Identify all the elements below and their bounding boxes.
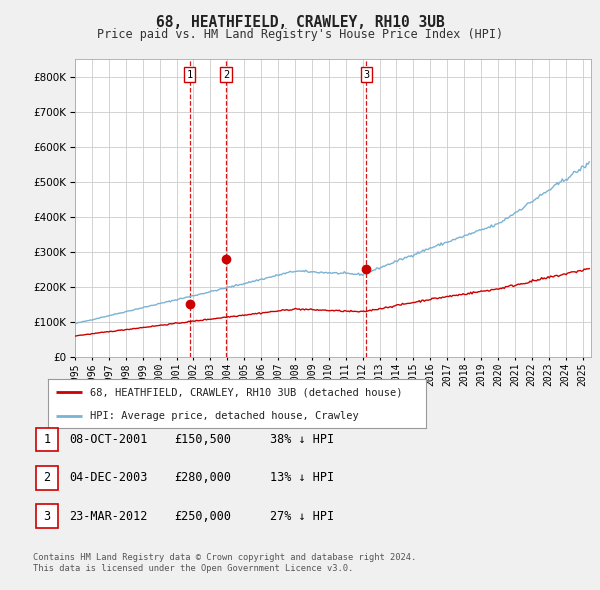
Text: 68, HEATHFIELD, CRAWLEY, RH10 3UB: 68, HEATHFIELD, CRAWLEY, RH10 3UB — [155, 15, 445, 30]
Text: 27% ↓ HPI: 27% ↓ HPI — [270, 510, 334, 523]
Text: £250,000: £250,000 — [174, 510, 231, 523]
Text: Price paid vs. HM Land Registry's House Price Index (HPI): Price paid vs. HM Land Registry's House … — [97, 28, 503, 41]
Text: 38% ↓ HPI: 38% ↓ HPI — [270, 433, 334, 446]
Text: 2: 2 — [223, 70, 229, 80]
Text: This data is licensed under the Open Government Licence v3.0.: This data is licensed under the Open Gov… — [33, 565, 353, 573]
Text: 23-MAR-2012: 23-MAR-2012 — [69, 510, 148, 523]
Text: 2: 2 — [43, 471, 50, 484]
Text: £150,500: £150,500 — [174, 433, 231, 446]
Text: 13% ↓ HPI: 13% ↓ HPI — [270, 471, 334, 484]
Text: £280,000: £280,000 — [174, 471, 231, 484]
Text: 3: 3 — [363, 70, 370, 80]
Text: 1: 1 — [187, 70, 193, 80]
Text: 08-OCT-2001: 08-OCT-2001 — [69, 433, 148, 446]
Text: 1: 1 — [43, 433, 50, 446]
Text: Contains HM Land Registry data © Crown copyright and database right 2024.: Contains HM Land Registry data © Crown c… — [33, 553, 416, 562]
Text: 68, HEATHFIELD, CRAWLEY, RH10 3UB (detached house): 68, HEATHFIELD, CRAWLEY, RH10 3UB (detac… — [89, 388, 402, 398]
Text: HPI: Average price, detached house, Crawley: HPI: Average price, detached house, Craw… — [89, 411, 358, 421]
Text: 3: 3 — [43, 510, 50, 523]
Text: 04-DEC-2003: 04-DEC-2003 — [69, 471, 148, 484]
